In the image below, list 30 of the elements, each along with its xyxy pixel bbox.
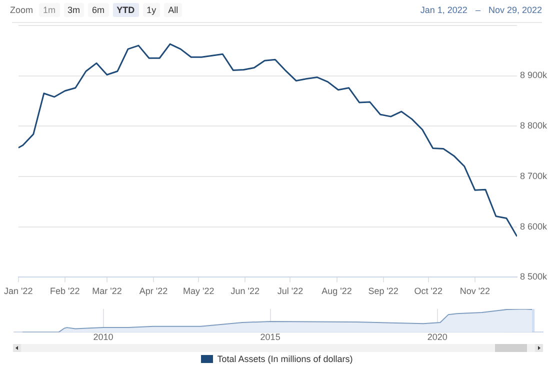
x-tick-label: 2010: [93, 332, 114, 342]
x-tick-label: Jul '22: [277, 286, 304, 296]
text: All: [164, 3, 182, 17]
x-tick-label: Nov '22: [460, 286, 490, 296]
text: Nov 29, 2022: [488, 5, 542, 15]
x-tick-label: Mar '22: [92, 286, 122, 296]
y-tick-label: 8 800k: [520, 120, 548, 131]
y-tick-label: 8 900k: [520, 70, 548, 80]
x-tick-label: Apr '22: [139, 286, 168, 296]
text: 3m: [64, 3, 84, 17]
x-tick-label: Jan '22: [4, 286, 33, 296]
x-tick-label: Sep '22: [368, 286, 398, 296]
x-tick-label: May '22: [182, 286, 214, 296]
y-tick-label: 8 500k: [520, 272, 548, 282]
text: Jan 1, 2022: [420, 5, 468, 15]
text: YTD: [112, 3, 139, 17]
text: Zoom: [10, 5, 34, 15]
y-tick-label: 8 600k: [520, 221, 548, 232]
x-tick-label: 2015: [260, 332, 280, 342]
x-tick-label: Jun '22: [230, 286, 260, 296]
text: 6m: [88, 3, 109, 17]
x-tick-label: Aug '22: [322, 286, 352, 296]
x-tick-label: Oct '22: [414, 286, 442, 296]
text: 1y: [142, 3, 160, 17]
x-tick-label: 2020: [427, 332, 448, 342]
text: 1m: [39, 3, 60, 17]
text: –: [475, 5, 480, 15]
legend-label: Total Assets (In millions of dollars): [217, 354, 353, 364]
x-tick-label: Feb '22: [50, 286, 80, 296]
y-tick-label: 8 700k: [520, 170, 548, 181]
